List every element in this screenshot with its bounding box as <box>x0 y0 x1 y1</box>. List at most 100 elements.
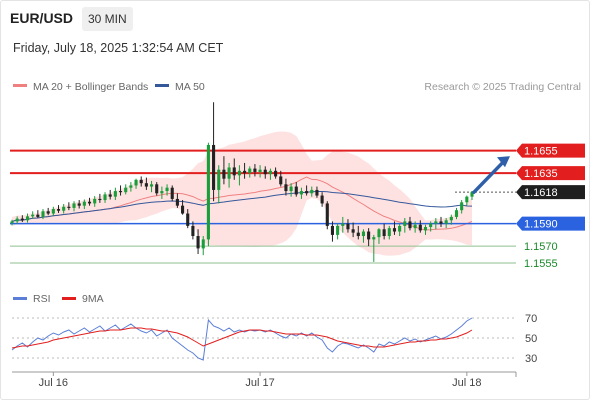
candle-body <box>336 225 340 235</box>
candle-body <box>227 167 231 179</box>
candle-body <box>299 191 303 195</box>
ma20-legend-swatch <box>13 84 27 87</box>
credit-label: Research © 2025 Trading Central <box>424 81 581 93</box>
candle-body <box>346 223 350 230</box>
candle-body <box>206 144 210 240</box>
rsi-ma-legend-label: 9MA <box>82 293 104 305</box>
candle-body <box>25 216 30 221</box>
resistance-level-label: 1.1655 <box>524 146 558 158</box>
rsi-ma-legend-swatch <box>62 297 76 300</box>
candle-body <box>263 169 267 175</box>
candle-body <box>439 221 443 224</box>
candle-body <box>330 225 334 235</box>
candle-body <box>170 187 174 199</box>
candle-body <box>248 168 252 174</box>
candle-body <box>41 211 45 217</box>
candle-body <box>382 229 386 237</box>
candle-body <box>325 203 329 226</box>
rsi-line <box>11 317 473 361</box>
forecast-arrow-shaft <box>472 158 507 194</box>
last-level-label: 1.1618 <box>524 187 558 199</box>
candle-body <box>284 184 288 192</box>
candle-body <box>108 194 112 197</box>
candle-body <box>191 225 195 237</box>
timeframe-button[interactable]: 30 MIN <box>82 7 133 31</box>
candle-body <box>175 198 179 206</box>
candle-body <box>413 224 417 229</box>
resistance-level-label: 1.1635 <box>524 168 558 180</box>
candle-body <box>465 196 469 203</box>
candle-body <box>310 189 314 194</box>
forecast-arrow-head <box>497 156 510 168</box>
candle-body <box>253 168 257 172</box>
candle-body <box>72 203 76 208</box>
candle-body <box>351 229 355 233</box>
candle-body <box>82 201 86 206</box>
ma50-legend-swatch <box>155 84 169 87</box>
candle-body <box>408 221 412 229</box>
candle-body <box>356 232 360 237</box>
candle-body <box>186 213 190 226</box>
rsi-tick-label: 30 <box>525 353 537 365</box>
candle-body <box>181 205 185 214</box>
ma50-line <box>11 191 473 222</box>
rsi-ma-line <box>11 327 473 349</box>
candle-body <box>237 170 241 176</box>
rsi-legend-label: RSI <box>33 293 51 305</box>
candle-body <box>51 209 55 214</box>
pivot-level-tag <box>516 216 585 231</box>
candle-body <box>56 209 61 211</box>
candle-body <box>212 144 216 190</box>
time-axis-label: Jul 16 <box>39 377 68 389</box>
candle-body <box>279 176 283 185</box>
candle-body <box>372 237 376 240</box>
resistance-level-tag <box>516 166 585 181</box>
candle-body <box>150 184 154 187</box>
candle-body <box>361 231 366 237</box>
candle-body <box>429 223 433 228</box>
candle-body <box>165 187 169 192</box>
candle-body <box>217 169 221 190</box>
candle-body <box>15 218 19 222</box>
candle-body <box>243 170 247 174</box>
candle-body <box>449 216 453 221</box>
candle-body <box>155 184 159 194</box>
candle-body <box>289 186 293 192</box>
candle-body <box>67 206 71 208</box>
price-plot: 1.1655 1.1635 1.1618 1.1590 1.1570 1.1555 <box>10 102 585 270</box>
candle-body <box>134 179 138 186</box>
symbol-label: EUR/USD <box>10 10 74 26</box>
candle-body <box>160 191 164 194</box>
candle-body <box>87 201 92 204</box>
candle-body <box>392 228 397 232</box>
candle-body <box>10 221 14 224</box>
rsi-tick-label: 50 <box>525 333 537 345</box>
support-level-label: 1.1570 <box>524 241 558 253</box>
rsi-plot: 70 50 30 <box>11 313 537 365</box>
candle-body <box>434 221 438 224</box>
candle-body <box>460 202 464 211</box>
candle-body <box>124 187 128 193</box>
rsi-legend-swatch <box>13 297 27 300</box>
candle-body <box>46 211 50 214</box>
candle-body <box>470 192 474 197</box>
candle-body <box>77 203 81 206</box>
candle-body <box>315 189 319 196</box>
candle-body <box>139 179 143 184</box>
candle-body <box>305 191 309 194</box>
candle-body <box>387 228 391 237</box>
candle-body <box>222 169 226 179</box>
time-axis: Jul 16 Jul 17 Jul 18 <box>12 371 517 389</box>
resistance-level-tag <box>516 143 585 158</box>
rsi-tick-label: 70 <box>525 313 537 325</box>
candle-body <box>454 210 459 217</box>
candle-body <box>294 186 298 195</box>
last-level-tag <box>516 185 585 200</box>
candle-body <box>274 170 278 177</box>
candle-body <box>31 214 35 217</box>
candle-body <box>341 223 345 226</box>
candle-body <box>201 239 205 249</box>
bollinger-band <box>12 131 472 256</box>
candle-body <box>129 185 133 188</box>
